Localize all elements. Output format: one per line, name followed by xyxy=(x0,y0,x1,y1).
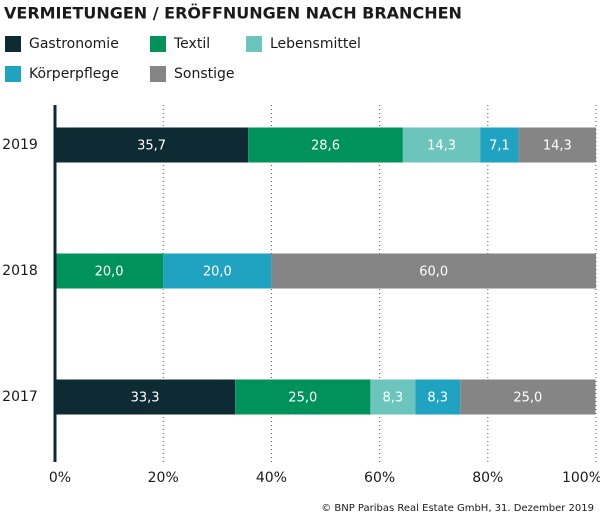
legend-label: Gastronomie xyxy=(29,36,119,52)
y-tick-label: 2017 xyxy=(2,389,38,405)
value-label: 25,0 xyxy=(513,391,542,406)
value-label: 33,3 xyxy=(131,391,160,406)
value-label: 8,3 xyxy=(383,391,404,406)
legend-label: Lebensmittel xyxy=(270,36,361,52)
value-label: 25,0 xyxy=(288,391,317,406)
x-tick-label: 20% xyxy=(148,470,179,486)
chart-title: VERMIETUNGEN / ERÖFFNUNGEN NACH BRANCHEN xyxy=(4,4,462,23)
legend-swatch xyxy=(150,66,166,82)
legend-swatch xyxy=(246,36,262,52)
value-label: 8,3 xyxy=(427,391,448,406)
x-tick-label: 40% xyxy=(256,470,287,486)
bar-segment xyxy=(271,253,596,289)
value-label: 14,3 xyxy=(427,139,456,154)
bar-segment xyxy=(163,253,272,289)
source: © BNP Paribas Real Estate GmbH, 31. Deze… xyxy=(321,503,594,514)
legend-label: Sonstige xyxy=(174,66,235,82)
legend-swatch xyxy=(5,66,21,82)
bar-segment xyxy=(480,127,519,163)
bar-segment xyxy=(370,379,416,415)
x-tick-label: 100% xyxy=(562,470,600,486)
x-tick-label: 60% xyxy=(364,470,395,486)
bar-segment xyxy=(55,379,236,415)
value-label: 7,1 xyxy=(489,139,510,154)
y-tick-label: 2018 xyxy=(2,263,38,279)
legend-label: Textil xyxy=(173,36,210,52)
bar-segment xyxy=(415,379,461,415)
legend-swatch xyxy=(5,36,21,52)
x-tick-label: 80% xyxy=(472,470,503,486)
value-label: 60,0 xyxy=(419,265,448,280)
value-label: 20,0 xyxy=(203,265,232,280)
x-tick-label: 0% xyxy=(49,470,71,486)
y-tick-label: 2019 xyxy=(2,137,38,153)
bar-segment xyxy=(248,127,403,163)
bar-segment xyxy=(55,127,249,163)
bar-segment xyxy=(518,127,596,163)
legend-swatch xyxy=(150,36,166,52)
bar-segment xyxy=(55,253,164,289)
bar-segment xyxy=(235,379,371,415)
value-label: 20,0 xyxy=(95,265,124,280)
value-label: 35,7 xyxy=(137,139,166,154)
value-label: 28,6 xyxy=(311,139,340,154)
legend-label: Körperpflege xyxy=(29,66,119,82)
value-label: 14,3 xyxy=(543,139,572,154)
bar-segment xyxy=(460,379,596,415)
bar-segment xyxy=(402,127,481,163)
